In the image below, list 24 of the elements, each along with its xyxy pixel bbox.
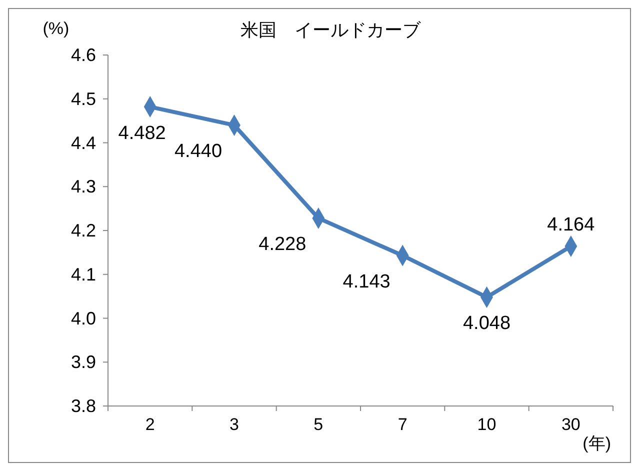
chart-title: 米国 イールドカーブ: [240, 20, 422, 40]
y-tick-label: 4.4: [70, 132, 96, 153]
y-tick-label: 4.3: [70, 176, 96, 197]
x-tick-label: 7: [398, 415, 408, 434]
y-tick-label: 4.0: [70, 308, 96, 328]
y-tick-label: 3.9: [70, 352, 96, 372]
y-tick-label: 4.1: [70, 264, 96, 284]
x-tick-label: 10: [477, 415, 496, 434]
y-axis-title: (%): [42, 19, 70, 38]
data-label: 4.143: [342, 272, 390, 293]
x-axis-title: (年): [582, 434, 611, 453]
data-label: 4.482: [118, 122, 166, 144]
y-tick-label: 4.2: [70, 220, 96, 240]
y-tick-label: 4.6: [70, 45, 96, 65]
data-label: 4.440: [174, 141, 222, 162]
x-tick-label: 30: [561, 415, 580, 434]
data-label: 4.228: [258, 234, 306, 256]
x-tick-label: 5: [314, 415, 324, 434]
y-tick-label: 3.8: [70, 396, 96, 416]
data-label: 4.048: [462, 313, 511, 334]
y-tick-label: 4.5: [70, 88, 96, 109]
x-tick-label: 3: [230, 415, 239, 434]
data-label: 4.164: [547, 214, 596, 236]
x-tick-label: 2: [145, 415, 155, 434]
